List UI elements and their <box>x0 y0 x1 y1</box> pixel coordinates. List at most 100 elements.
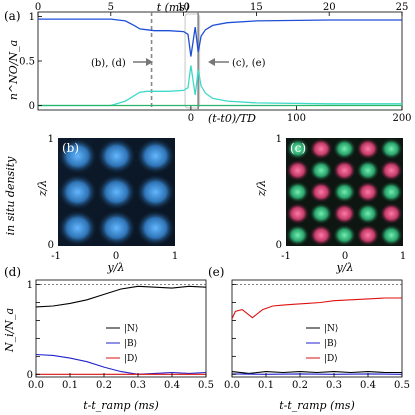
panel-a-window <box>184 13 201 109</box>
panel-d-xtick-label-2: 0.2 <box>96 380 112 391</box>
panel-d-label: (d) <box>4 265 21 279</box>
panel-b-xtick-2: 1 <box>172 251 178 262</box>
c-spots-spot <box>332 202 357 225</box>
panel-d: 0.0 0.1 0.2 0.3 0.4 0.5 0 1 (d) N_i/N_a t-t_ram… <box>3 265 214 412</box>
c-spots-spot <box>356 159 380 182</box>
legend-e-d: |D⟩ <box>324 354 338 364</box>
panel-e-xtick-label-3: 0.3 <box>326 380 342 391</box>
b-spots-spot <box>58 210 97 246</box>
panel-e: 0.0 0.1 0.2 0.3 0.4 0.5 (e) t-t_ramp (ms) |N⟩… <box>208 265 410 412</box>
c-spots-spot <box>379 138 403 160</box>
panel-e-series-0 <box>231 371 402 374</box>
panel-c: (c) z/λ y/λ -1 0 1 0 1 <box>255 134 406 274</box>
panel-a-top-tick-label-3: 15 <box>250 2 263 13</box>
panel-b-ylabel: z/λ <box>36 180 49 197</box>
c-spots-spot <box>379 224 403 246</box>
panel-a-ytick-label-0: 0 <box>29 101 35 112</box>
panel-a: 0 5 10 15 20 25 0 100 200 0 0.5 1 (a) t (ms) (t-t0)… <box>4 1 412 125</box>
panel-c-ytick-0: 0 <box>276 240 282 251</box>
panel-a-bottom-tick-label-2: 200 <box>392 113 411 124</box>
c-spots-spot <box>332 138 357 160</box>
b-spots-spot <box>97 210 136 246</box>
panel-a-bottom-axis-label: (t-t0)/TD <box>208 112 256 125</box>
b-spots-spot <box>58 138 97 174</box>
panel-a-bottom-tick-label-0: 0 <box>188 113 194 124</box>
panel-c-ytick-1: 1 <box>276 134 282 145</box>
panel-d-ytick-label-5: 1 <box>27 280 33 291</box>
b-spots-spot <box>136 174 175 210</box>
side-label-in-situ-density: in situ density <box>4 156 17 235</box>
b-spots-spot <box>97 138 136 174</box>
panel-e-frame <box>231 279 403 378</box>
panel-a-top-tick-label-4: 20 <box>323 2 336 13</box>
legend-e-n: |N⟩ <box>324 324 338 334</box>
c-spots-spot <box>309 159 333 182</box>
panel-c-xtick-1: 0 <box>342 251 348 262</box>
b-spots-spot <box>58 174 97 210</box>
c-spots-spot <box>286 202 310 225</box>
legend-d-d: |D⟩ <box>124 354 138 364</box>
panel-d-xtick-label-3: 0.3 <box>130 380 146 391</box>
panel-d-xtick-label-5: 0.5 <box>198 380 214 391</box>
panel-e-xtick-label-1: 0.1 <box>258 380 274 391</box>
c-spots-spot <box>286 159 310 182</box>
c-spots-spot <box>356 224 380 246</box>
b-spots-spot <box>97 174 136 210</box>
c-spots-spot <box>356 202 380 225</box>
panel-e-xtick-label-0: 0.0 <box>224 380 240 391</box>
b-spots-spot <box>136 210 175 246</box>
c-spots-spot <box>309 138 333 160</box>
c-spots-spot <box>379 181 403 203</box>
panel-e-legend: |N⟩ |B⟩ |D⟩ <box>306 324 338 364</box>
panel-d-xlabel: t-t_ramp (ms) <box>83 399 159 412</box>
panel-b-ytick-1: 1 <box>48 134 54 145</box>
panel-b-xtick-0: -1 <box>51 251 61 262</box>
panel-c-xtick-0: -1 <box>281 251 291 262</box>
panel-a-top-tick-label-5: 25 <box>396 2 409 13</box>
legend-d-n: |N⟩ <box>124 324 138 334</box>
panel-d-xtick-label-0: 0.0 <box>28 380 44 391</box>
panel-d-series-0 <box>35 285 207 308</box>
panel-d-ylabel: N_i/N_a <box>3 308 16 353</box>
panel-c-xtick-2: 1 <box>400 251 406 262</box>
panel-e-label: (e) <box>208 265 224 279</box>
panel-e-xtick-label-4: 0.4 <box>360 380 376 391</box>
panel-a-label: (a) <box>4 9 21 23</box>
panel-a-bottom-tick-label-1: 100 <box>287 113 306 124</box>
panel-a-series-0 <box>38 18 402 57</box>
panel-b-xtick-1: 0 <box>113 251 119 262</box>
c-spots-spot <box>379 159 403 182</box>
panel-e-series-2 <box>231 297 402 319</box>
c-spots-spot <box>332 181 357 203</box>
c-spots-spot <box>379 202 403 225</box>
panel-d-legend: |N⟩ |B⟩ |D⟩ <box>106 324 138 364</box>
panel-a-ylabel: n^NO/N_a <box>7 40 20 100</box>
panel-c-xlabel: y/λ <box>336 261 354 274</box>
panel-c-label: (c) <box>290 141 306 155</box>
c-spots-spot <box>332 159 357 182</box>
panel-d-xtick-label-4: 0.4 <box>164 380 180 391</box>
panel-b-ytick-0: 0 <box>48 240 54 251</box>
panel-d-frame <box>35 279 207 378</box>
annotation-bd: (b), (d) <box>91 58 126 69</box>
c-spots-spot <box>286 224 310 246</box>
panel-d-series-1 <box>35 353 207 375</box>
legend-e-b: |B⟩ <box>324 339 337 349</box>
panel-a-series-1 <box>38 65 402 107</box>
panel-e-xtick-label-2: 0.2 <box>292 380 308 391</box>
panel-a-ytick-label-1: 0.5 <box>19 57 35 68</box>
b-spots-spot <box>136 138 175 174</box>
panel-a-top-tick-label-2: 10 <box>177 2 190 13</box>
c-spots-spot <box>356 181 380 203</box>
c-spots-spot <box>309 202 333 225</box>
panel-e-xlabel: t-t_ramp (ms) <box>279 399 355 412</box>
panel-a-top-tick-label-0: 0 <box>35 2 41 13</box>
annotation-ce: (c), (e) <box>232 58 266 69</box>
panel-c-ylabel: z/λ <box>255 180 268 197</box>
panel-e-xtick-label-5: 0.5 <box>394 380 410 391</box>
panel-b: (b) z/λ y/λ -1 0 1 0 1 in situ density <box>4 134 178 274</box>
panel-d-xtick-label-1: 0.1 <box>62 380 78 391</box>
c-spots-spot <box>356 138 380 160</box>
c-spots-spot <box>286 138 310 160</box>
